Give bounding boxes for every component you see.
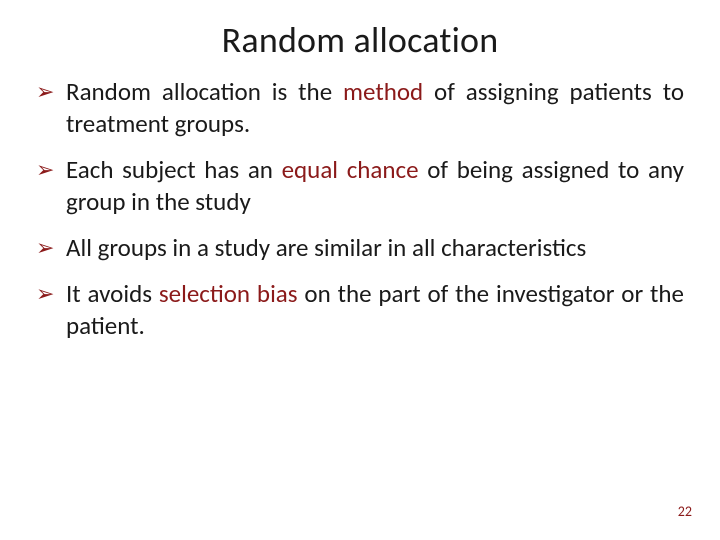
bullet-text-pre: It avoids [66, 278, 159, 309]
bullet-emph: selection bias [159, 278, 298, 309]
bullet-emph: method [343, 76, 423, 107]
list-item: All groups in a study are similar in all… [36, 232, 684, 264]
list-item: It avoids selection bias on the part of … [36, 278, 684, 342]
list-item: Each subject has an equal chance of bein… [36, 154, 684, 218]
bullet-text-pre: Each subject has an [66, 154, 282, 185]
bullet-emph: equal chance [282, 154, 419, 185]
page-number: 22 [678, 503, 692, 520]
list-item: Random allocation is the method of assig… [36, 76, 684, 140]
bullet-list: Random allocation is the method of assig… [36, 76, 684, 342]
bullet-text-pre: Random allocation is the [66, 76, 343, 107]
bullet-text-pre: All groups in a study are similar in all… [66, 232, 586, 263]
page-title: Random allocation [36, 18, 684, 62]
slide: Random allocation Random allocation is t… [0, 0, 720, 540]
